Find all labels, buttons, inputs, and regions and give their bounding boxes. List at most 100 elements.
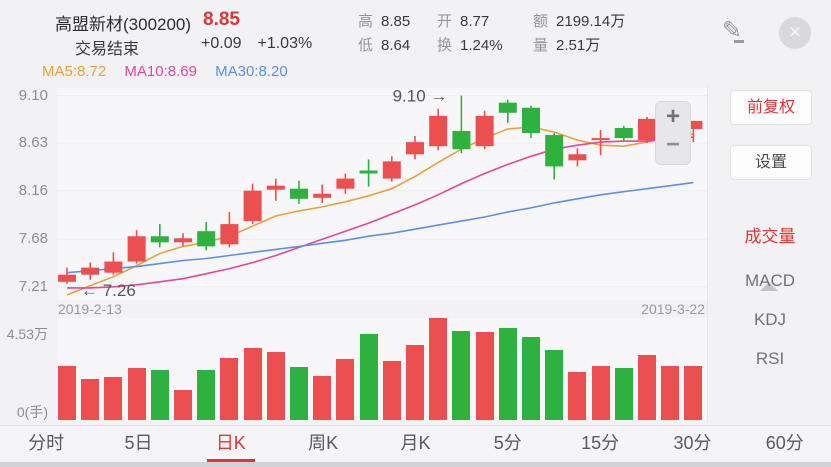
candle-7 [197, 231, 216, 247]
candlestick-svg: 9.10 → ← 7.26 [57, 87, 707, 300]
volume-bar-2 [81, 379, 100, 420]
stat-label: 低 [358, 37, 374, 54]
candle-11 [290, 188, 308, 199]
volume-bar-7 [197, 370, 216, 420]
tab-分时[interactable]: 分时 [28, 433, 65, 453]
stat-量: 量 2.51万 [533, 34, 625, 58]
volume-chart[interactable] [57, 318, 707, 420]
stat-value: 1.24% [460, 37, 503, 54]
candle-4 [127, 236, 146, 262]
price-tick: 9.10 [18, 86, 48, 104]
volume-bar-16 [406, 345, 424, 420]
volume-bar-6 [174, 390, 192, 420]
tab-15分[interactable]: 15分 [581, 433, 620, 453]
volume-bar-26 [638, 355, 656, 420]
edit-pencil-icon[interactable]: ✎ [712, 12, 752, 52]
tab-5分[interactable]: 5分 [493, 433, 522, 453]
annotation-low: ← 7.26 [81, 281, 136, 300]
indicator-成交量[interactable]: 成交量 [744, 227, 796, 246]
volume-bar-17 [429, 318, 448, 420]
candle-10 [266, 185, 285, 190]
candle-21 [522, 107, 540, 134]
stat-value: 2199.14万 [556, 13, 626, 30]
candle-19 [475, 115, 494, 147]
annotation-high: 9.10 → [393, 88, 448, 106]
price-tick: 8.63 [18, 134, 48, 152]
price-tick: 7.21 [18, 277, 48, 295]
volume-bar-1 [58, 366, 76, 420]
candle-22 [545, 135, 564, 167]
forward-adjust-button[interactable]: 前复权 [730, 90, 812, 125]
scroll-up-icon[interactable] [760, 282, 778, 291]
zoom-in-icon[interactable]: + [665, 103, 680, 130]
ma5-label: MA5:8.72 [42, 63, 107, 80]
candle-20 [498, 102, 517, 113]
ma-line-ma10 [67, 136, 694, 289]
stock-title: 高盟新材(300200) [55, 15, 192, 34]
stat-label: 开 [437, 13, 453, 30]
stat-value: 8.77 [460, 13, 490, 30]
tab-5日[interactable]: 5日 [124, 433, 153, 453]
volume-bar-12 [313, 376, 332, 420]
settings-button[interactable]: 设置 [730, 145, 812, 180]
stats-high-low: 高 8.85 低 8.64 [358, 10, 410, 58]
pencil-glyph: ✎ [721, 17, 743, 44]
volume-bar-3 [104, 377, 123, 420]
sidebar: 前复权设置成交量 MACD KDJ RSI [707, 85, 831, 423]
candle-23 [568, 154, 587, 161]
candle-5 [150, 236, 169, 243]
trading-status: 交易结束 [75, 41, 140, 58]
candle-9 [243, 190, 262, 222]
candle-18 [452, 131, 471, 150]
stat-value: 2.51万 [556, 37, 601, 54]
bottom-strip [0, 462, 831, 467]
volume-bar-25 [614, 368, 633, 420]
candle-1 [58, 274, 76, 282]
candlestick-chart[interactable]: 9.10 → ← 7.26 [57, 87, 707, 300]
volume-bar-22 [545, 350, 564, 420]
candle-8 [220, 224, 239, 245]
volume-bar-21 [522, 337, 540, 420]
stat-额: 额 2199.14万 [533, 10, 625, 34]
indicator-kdj[interactable]: KDJ [753, 310, 787, 329]
stat-开: 开 8.77 [437, 10, 503, 34]
tab-日K[interactable]: 日K [185, 426, 277, 463]
ma-line-ma30 [66, 181, 694, 274]
candle-24 [591, 138, 610, 141]
stat-value: 8.64 [381, 37, 411, 54]
tab-60分[interactable]: 60分 [765, 433, 804, 453]
period-tabbar: 分时 5日 日K 周K 月K 5分 15分 30分 60分 [0, 425, 831, 463]
volume-bar-23 [568, 372, 587, 420]
candle-28 [684, 120, 703, 129]
close-icon[interactable]: ✕ [779, 17, 811, 49]
zoom-controls: + − [655, 101, 691, 165]
candle-17 [429, 115, 448, 147]
price-tick: 7.68 [18, 230, 48, 248]
tab-月K[interactable]: 月K [400, 433, 431, 453]
stat-低: 低 8.64 [358, 34, 410, 58]
ma10-label: MA10:8.69 [124, 63, 197, 80]
candle-14 [359, 170, 378, 174]
indicator-rsi[interactable]: RSI [755, 349, 785, 368]
price-change: +0.09 [201, 35, 242, 52]
volume-bar-28 [684, 366, 703, 420]
volume-axis-min: 0(手) [16, 404, 48, 420]
volume-bar-11 [290, 367, 308, 420]
volume-bar-24 [591, 366, 610, 420]
volume-bar-13 [336, 359, 355, 420]
volume-axis-max: 4.53万 [6, 326, 48, 342]
zoom-out-icon[interactable]: − [665, 131, 680, 158]
volume-bar-9 [243, 348, 262, 420]
volume-bar-8 [220, 358, 239, 420]
price-tick: 8.16 [18, 181, 48, 199]
current-price: 8.85 [203, 9, 240, 30]
indicator-macd[interactable]: MACD [744, 271, 796, 290]
candle-12 [313, 193, 332, 198]
stat-value: 8.85 [381, 13, 411, 30]
stats-amount-volume: 额 2199.14万量 2.51万 [533, 10, 625, 58]
price-change-row: +0.09 +1.03% [201, 35, 328, 53]
tab-30分[interactable]: 30分 [673, 433, 712, 453]
candle-13 [336, 178, 355, 189]
tab-周K[interactable]: 周K [308, 433, 339, 453]
